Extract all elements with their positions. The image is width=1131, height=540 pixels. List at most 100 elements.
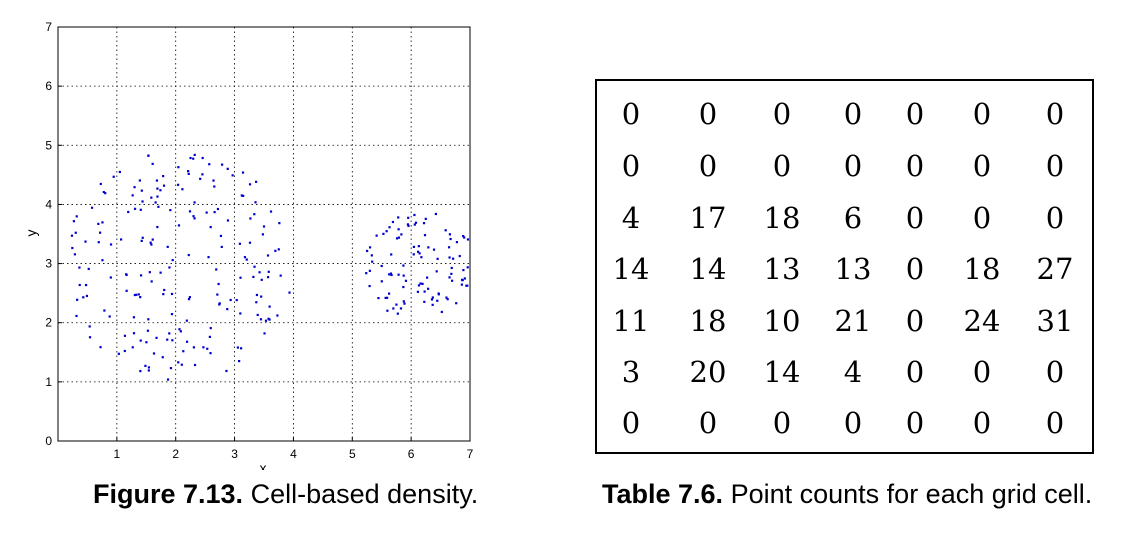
- data-point: [213, 185, 216, 188]
- data-point: [171, 259, 174, 262]
- data-point: [125, 289, 128, 292]
- grid-lines: [58, 27, 470, 441]
- data-point: [193, 201, 196, 204]
- table-caption-text: Point counts for each grid cell.: [730, 479, 1093, 509]
- data-point: [187, 170, 190, 173]
- data-point: [260, 295, 263, 298]
- scatter-plot: 1 2 3 4 5 6 7 0 1 2 3 4 5 6 7 x y: [23, 20, 474, 470]
- data-point: [131, 194, 134, 197]
- data-point: [226, 308, 229, 311]
- data-point: [179, 330, 182, 333]
- data-point: [208, 163, 211, 166]
- data-point: [430, 298, 434, 301]
- data-point: [458, 254, 461, 258]
- data-point: [140, 189, 143, 192]
- y-tick-label: 6: [45, 79, 52, 93]
- data-point: [163, 288, 166, 292]
- data-point: [256, 313, 259, 317]
- data-point: [85, 294, 89, 298]
- data-point: [231, 174, 234, 177]
- table-cell: 0: [843, 406, 863, 440]
- data-point: [109, 276, 112, 279]
- table-cell: 0: [621, 149, 641, 183]
- data-point: [245, 258, 248, 261]
- data-point: [101, 259, 104, 262]
- data-point: [390, 273, 393, 277]
- data-point: [263, 332, 266, 335]
- data-point: [388, 273, 391, 276]
- data-point: [139, 274, 143, 277]
- data-point: [402, 285, 405, 289]
- data-point: [427, 246, 430, 249]
- data-point: [192, 215, 195, 218]
- data-point: [445, 296, 448, 299]
- data-point: [440, 310, 443, 314]
- data-point: [176, 183, 180, 186]
- table-cell: 6: [843, 201, 863, 235]
- data-point: [127, 210, 130, 214]
- data-point: [435, 270, 438, 273]
- data-point: [418, 252, 421, 255]
- table-cell: 0: [972, 149, 992, 183]
- data-point: [193, 217, 196, 220]
- data-point: [260, 278, 263, 281]
- data-point: [226, 219, 230, 222]
- table-cell: 14: [763, 355, 801, 389]
- table-cell: 18: [763, 201, 801, 235]
- data-point: [209, 352, 212, 355]
- data-point: [416, 290, 420, 293]
- data-point: [397, 216, 400, 219]
- data-point: [73, 253, 76, 256]
- data-point: [150, 280, 153, 283]
- data-point: [380, 264, 383, 268]
- data-point: [156, 187, 159, 190]
- table-cell: 14: [689, 252, 727, 286]
- data-point: [421, 282, 424, 285]
- table-cell: 0: [698, 406, 718, 440]
- data-point: [397, 273, 400, 276]
- data-point: [76, 298, 79, 301]
- data-point: [253, 213, 256, 216]
- data-point: [202, 346, 205, 349]
- data-point: [278, 222, 281, 225]
- data-point: [141, 236, 144, 239]
- data-point: [463, 277, 466, 280]
- data-point: [412, 245, 416, 249]
- data-point: [448, 256, 451, 259]
- data-point: [370, 254, 373, 257]
- data-point: [148, 271, 151, 274]
- table-cell: 20: [689, 355, 727, 389]
- y-tick-label: 7: [45, 20, 52, 34]
- data-point: [133, 293, 136, 297]
- x-tick-label: 4: [290, 447, 297, 461]
- data-point: [162, 184, 166, 187]
- data-point: [74, 231, 77, 234]
- data-point: [455, 241, 459, 244]
- data-point: [399, 307, 403, 310]
- data-point: [239, 312, 242, 315]
- data-point: [417, 284, 421, 287]
- data-point: [147, 318, 150, 321]
- table-cell: 0: [621, 406, 641, 440]
- data-point: [413, 223, 416, 226]
- data-point: [382, 232, 385, 235]
- data-point: [404, 279, 408, 282]
- x-tick-label: 2: [172, 447, 179, 461]
- data-point: [423, 234, 427, 237]
- table-cell: 0: [1045, 149, 1065, 183]
- data-point: [268, 318, 271, 321]
- data-point: [377, 297, 380, 300]
- data-point: [166, 378, 170, 381]
- data-point: [139, 369, 142, 373]
- table-cell: 13: [763, 252, 801, 286]
- data-point: [238, 360, 241, 363]
- y-tick-label: 3: [45, 257, 52, 271]
- data-point: [108, 315, 111, 318]
- data-point: [400, 233, 403, 236]
- data-point: [422, 222, 426, 225]
- data-point: [226, 167, 229, 170]
- data-point: [168, 332, 171, 335]
- data-point: [276, 314, 279, 317]
- data-point: [208, 335, 211, 338]
- data-point: [159, 189, 162, 192]
